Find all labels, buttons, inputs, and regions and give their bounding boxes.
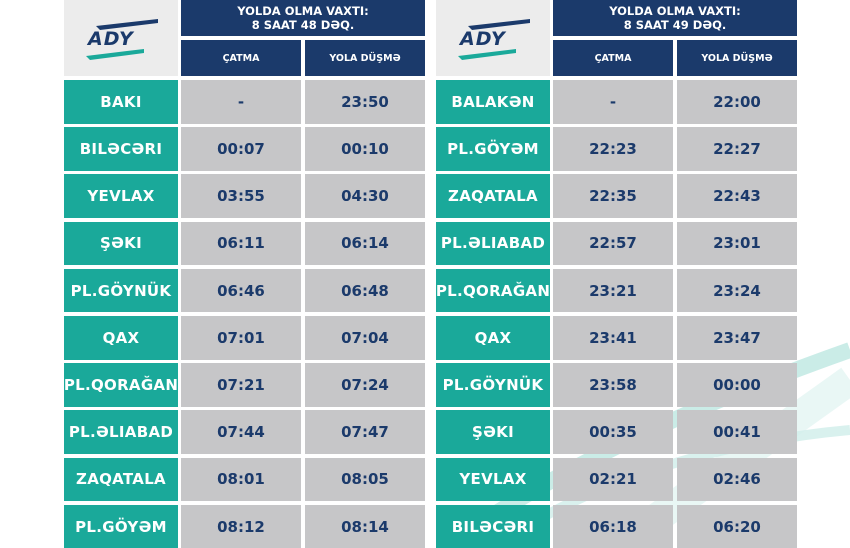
logo-text: ADY — [460, 28, 506, 50]
station-name: BILƏCƏRI — [436, 504, 550, 548]
station-name: PL.QORAĞAN — [436, 268, 550, 313]
arrival-time: 03:55 — [181, 174, 301, 218]
station-name: BILƏCƏRI — [64, 127, 178, 171]
departure-time: 22:27 — [677, 127, 797, 171]
departure-time: 23:01 — [677, 221, 797, 266]
departure-time: 07:47 — [305, 410, 425, 454]
station-name: PL.GÖYƏM — [436, 127, 550, 171]
station-name: PL.ƏLIABAD — [64, 410, 178, 454]
arrival-time: 22:57 — [553, 221, 673, 266]
station-name: BAKI — [64, 80, 178, 124]
arrival-time: 06:11 — [181, 221, 301, 266]
departure-time: 23:24 — [677, 268, 797, 313]
station-name: PL.GÖYNÜK — [64, 268, 178, 313]
departure-header: YOLA DÜŞMƏ — [305, 40, 425, 76]
station-name: ŞƏKI — [64, 221, 178, 266]
arrival-time: 02:21 — [553, 457, 673, 502]
departure-time: 00:10 — [305, 127, 425, 171]
station-name: PL.QORAĞAN — [64, 363, 178, 407]
arrival-time: 00:35 — [553, 410, 673, 454]
arrival-time: 00:07 — [181, 127, 301, 171]
station-name: PL.GÖYƏM — [64, 504, 178, 548]
station-name: YEVLAX — [64, 174, 178, 218]
departure-header: YOLA DÜŞMƏ — [677, 40, 797, 76]
departure-time: 07:24 — [305, 363, 425, 407]
arrival-time: 23:58 — [553, 363, 673, 407]
ady-logo-icon — [458, 19, 530, 60]
logo-cell: ADY — [436, 0, 550, 76]
travel-duration-header: YOLDA OLMA VAXTI: 8 SAAT 49 DƏQ. — [553, 0, 797, 36]
arrival-time: 07:21 — [181, 363, 301, 407]
station-name: YEVLAX — [436, 457, 550, 502]
station-name: PL.ƏLIABAD — [436, 221, 550, 266]
logo-text: ADY — [88, 28, 134, 50]
arrival-time: 08:12 — [181, 504, 301, 548]
departure-time: 06:48 — [305, 268, 425, 313]
departure-time: 00:41 — [677, 410, 797, 454]
station-name: BALAKƏN — [436, 80, 550, 124]
departure-time: 23:50 — [305, 80, 425, 124]
departure-time: 08:05 — [305, 457, 425, 502]
duration-value: 8 SAAT 49 DƏQ. — [623, 18, 727, 32]
logo-cell: ADY — [64, 0, 178, 76]
travel-duration-header: YOLDA OLMA VAXTI: 8 SAAT 48 DƏQ. — [181, 0, 425, 36]
arrival-time: 08:01 — [181, 457, 301, 502]
arrival-time: 22:23 — [553, 127, 673, 171]
arrival-time: 23:41 — [553, 316, 673, 360]
arrival-time: - — [553, 80, 673, 124]
station-name: ZAQATALA — [436, 174, 550, 218]
station-name: ŞƏKI — [436, 410, 550, 454]
arrival-time: 23:21 — [553, 268, 673, 313]
arrival-time: 06:46 — [181, 268, 301, 313]
departure-time: 06:14 — [305, 221, 425, 266]
duration-value: 8 SAAT 48 DƏQ. — [251, 18, 355, 32]
station-name: ZAQATALA — [64, 457, 178, 502]
station-name: QAX — [64, 316, 178, 360]
station-name: QAX — [436, 316, 550, 360]
departure-time: 00:00 — [677, 363, 797, 407]
arrival-time: 22:35 — [553, 174, 673, 218]
station-name: PL.GÖYNÜK — [436, 363, 550, 407]
arrival-time: 07:44 — [181, 410, 301, 454]
ady-logo-icon — [86, 19, 158, 60]
duration-label: YOLDA OLMA VAXTI: — [237, 4, 369, 18]
arrival-header: ÇATMA — [553, 40, 673, 76]
departure-time: 04:30 — [305, 174, 425, 218]
departure-time: 06:20 — [677, 504, 797, 548]
arrival-header: ÇATMA — [181, 40, 301, 76]
arrival-time: - — [181, 80, 301, 124]
departure-time: 07:04 — [305, 316, 425, 360]
arrival-time: 06:18 — [553, 504, 673, 548]
arrival-time: 07:01 — [181, 316, 301, 360]
departure-time: 22:00 — [677, 80, 797, 124]
duration-label: YOLDA OLMA VAXTI: — [609, 4, 741, 18]
departure-time: 08:14 — [305, 504, 425, 548]
departure-time: 23:47 — [677, 316, 797, 360]
departure-time: 02:46 — [677, 457, 797, 502]
departure-time: 22:43 — [677, 174, 797, 218]
